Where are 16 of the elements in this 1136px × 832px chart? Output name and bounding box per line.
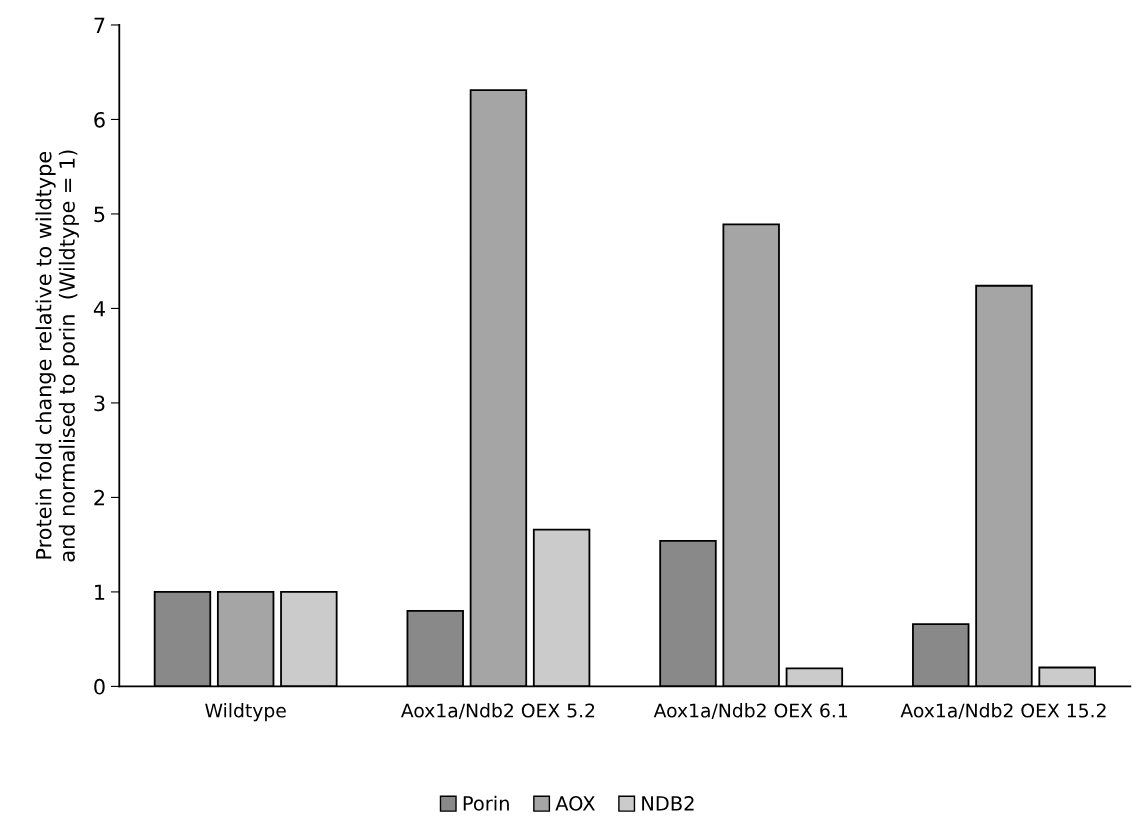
x-tick-label: Aox1a/Ndb2 OEX 5.2 <box>400 703 595 720</box>
legend-label: AOX <box>555 796 595 811</box>
y-tick-label: 2 <box>94 489 104 506</box>
y-axis-title: Protein fold change relative to wildtype and normalised to porin (Wildtype = 1) <box>35 150 79 562</box>
y-tick-label: 7 <box>94 17 105 33</box>
y-tick-label: 1 <box>95 584 105 600</box>
y-tick-label: 0 <box>94 678 105 695</box>
y-tick-label: 6 <box>94 111 105 128</box>
x-tick-label: Aox1a/Ndb2 OEX 15.2 <box>900 703 1106 720</box>
y-tick-label: 4 <box>93 301 105 317</box>
legend-label: NDB2 <box>642 796 694 811</box>
y-tick-label: 3 <box>94 395 105 412</box>
y-tick-label: 5 <box>94 206 105 223</box>
x-tick-label: Aox1a/Ndb2 OEX 6.1 <box>653 703 848 720</box>
legend-label: Porin <box>463 795 509 811</box>
x-tick-label: Wildtype <box>205 703 286 722</box>
